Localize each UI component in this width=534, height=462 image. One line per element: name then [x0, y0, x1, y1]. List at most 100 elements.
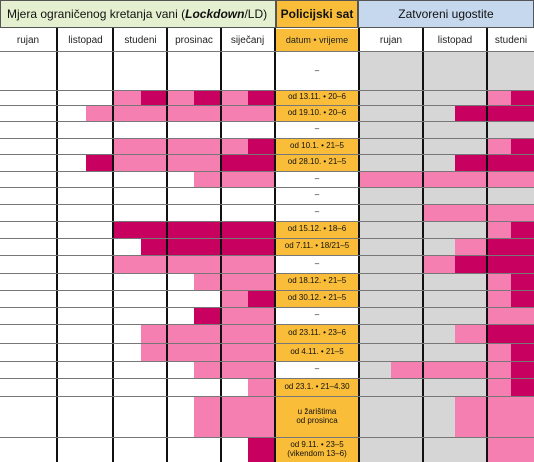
closed-venue-cell: [424, 324, 455, 343]
lockdown-cell: [248, 290, 274, 307]
lockdown-cell: [141, 361, 167, 378]
lockdown-cell: [194, 171, 221, 187]
lockdown-cell: [221, 204, 248, 221]
lockdown-cell: [28, 378, 56, 396]
lockdown-cell: [141, 396, 167, 437]
lockdown-cell: [28, 255, 56, 273]
lockdown-cell: [167, 238, 194, 255]
lockdown-cell: [194, 396, 221, 437]
closed-venue-cell: [455, 204, 486, 221]
closed-venue-cell: [360, 154, 391, 171]
lockdown-cell: [114, 105, 141, 121]
lockdown-cell: [194, 255, 221, 273]
curfew-cell: –: [276, 204, 358, 221]
lockdown-cell: [86, 324, 113, 343]
lockdown-cell: [194, 204, 221, 221]
column-divider: [220, 28, 222, 462]
lockdown-cell: [0, 437, 28, 462]
lockdown-cell: [58, 121, 86, 138]
closed-venue-cell: [360, 238, 391, 255]
month-label: rujan: [379, 34, 403, 46]
lockdown-cell: [28, 238, 56, 255]
curfew-cell: –: [276, 187, 358, 204]
lockdown-cell: [141, 437, 167, 462]
closed-venue-cell: [391, 121, 422, 138]
lockdown-cell: [221, 378, 248, 396]
closed-venue-cell: [488, 204, 511, 221]
lockdown-cell: [167, 154, 194, 171]
lockdown-cell: [114, 238, 141, 255]
closed-venue-cell: [455, 324, 486, 343]
lockdown-cell: [141, 221, 167, 238]
closed-venue-cell: [360, 221, 391, 238]
closed-venue-cell: [455, 290, 486, 307]
lockdown-cell: [141, 154, 167, 171]
closed-venue-cell: [511, 105, 534, 121]
lockdown-cell: [248, 138, 274, 154]
lockdown-cell: [28, 105, 56, 121]
closed-venue-cell: [360, 187, 391, 204]
lockdown-cell: [248, 396, 274, 437]
lockdown-cell: [0, 343, 28, 361]
closed-venue-cell: [511, 204, 534, 221]
lockdown-cell: [58, 221, 86, 238]
lockdown-cell: [86, 290, 113, 307]
closed-venue-cell: [488, 221, 511, 238]
lockdown-cell: [221, 255, 248, 273]
lockdown-cell: [28, 361, 56, 378]
curfew-subheader: datum • vrijeme: [276, 29, 358, 51]
lockdown-cell: [58, 52, 86, 90]
lockdown-cell: [114, 396, 141, 437]
curfew-cell: –: [276, 52, 358, 90]
lockdown-cell: [221, 437, 248, 462]
closed-venue-cell: [511, 221, 534, 238]
row-divider: [0, 221, 534, 222]
lockdown-cell: [248, 204, 274, 221]
lockdown-cell: [194, 238, 221, 255]
lockdown-cell: [28, 273, 56, 290]
lockdown-cell: [248, 121, 274, 138]
lockdown-cell: [114, 221, 141, 238]
lockdown-cell: [86, 154, 113, 171]
lockdown-cell: [114, 171, 141, 187]
row-divider: [0, 171, 534, 172]
lockdown-cell: [58, 307, 86, 324]
lockdown-cell: [28, 90, 56, 105]
closed-venue-cell: [391, 204, 422, 221]
lockdown-cell: [0, 171, 28, 187]
month-label: listopad: [68, 34, 103, 46]
closed-venue-cell: [424, 171, 455, 187]
column-divider: [112, 28, 114, 462]
closed-venue-cell: [424, 52, 455, 90]
lockdown-cell: [194, 361, 221, 378]
lockdown-header-prefix: Mjera ograničenog kretanja vani (: [7, 7, 186, 21]
lockdown-cell: [58, 138, 86, 154]
curfew-cell: –: [276, 171, 358, 187]
closed-venue-cell: [424, 290, 455, 307]
lockdown-cell: [86, 273, 113, 290]
lockdown-cell: [167, 343, 194, 361]
closed-venue-cell: [455, 121, 486, 138]
row-divider: [0, 121, 534, 122]
closed-venue-cell: [511, 273, 534, 290]
lockdown-cell: [0, 154, 28, 171]
lockdown-cell: [86, 52, 113, 90]
closed-venue-cell: [488, 396, 511, 437]
lockdown-cell: [58, 154, 86, 171]
curfew-cell: u žarištima od prosinca: [276, 396, 358, 437]
lockdown-cell: [194, 221, 221, 238]
lockdown-cell: [58, 290, 86, 307]
closed-venue-cell: [455, 307, 486, 324]
month-label: rujan: [16, 34, 40, 46]
closed-venue-cell: [455, 171, 486, 187]
lockdown-cell: [86, 121, 113, 138]
closed-venue-cell: [360, 361, 391, 378]
closed-venue-cell: [424, 105, 455, 121]
closed-venue-cell: [424, 121, 455, 138]
closed-venue-cell: [488, 90, 511, 105]
lockdown-cell: [194, 324, 221, 343]
lockdown-cell: [167, 307, 194, 324]
closed-venue-cell: [424, 90, 455, 105]
lockdown-cell: [248, 187, 274, 204]
lockdown-cell: [194, 187, 221, 204]
